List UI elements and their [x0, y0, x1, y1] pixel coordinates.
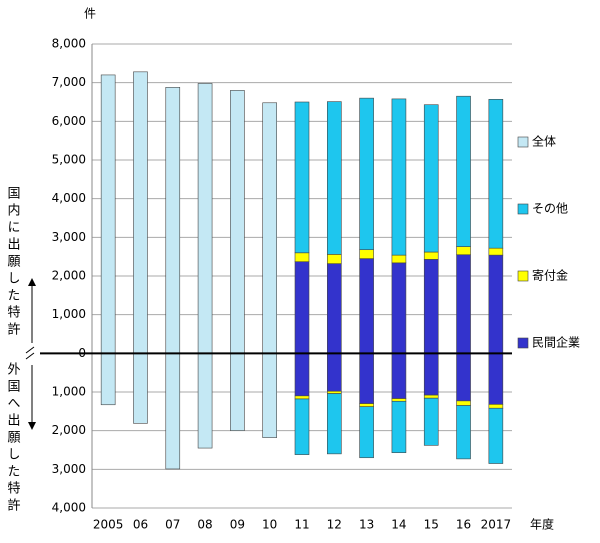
legend-swatch: [517, 136, 529, 148]
legend-label: その他: [532, 202, 568, 216]
y-tick-label: 3,000: [52, 230, 86, 244]
x-tick-label: 14: [391, 518, 406, 532]
bar: [262, 353, 277, 438]
bar: [423, 251, 439, 260]
bar: [456, 254, 471, 354]
bar: [327, 254, 342, 264]
x-axis-label: 年度: [530, 517, 554, 532]
foreign-label: 外国へ出願した特許: [5, 362, 21, 515]
bar: [391, 353, 407, 399]
bar: [327, 393, 342, 455]
bar: [359, 406, 374, 459]
bar: [423, 104, 439, 253]
y-tick-label: 7,000: [52, 75, 86, 89]
bar: [391, 262, 407, 354]
x-tick-label: 09: [230, 518, 245, 532]
x-tick-label: 2005: [93, 518, 124, 532]
bar: [294, 398, 310, 455]
arrow-head: [28, 422, 36, 430]
bar: [488, 254, 504, 354]
bar: [165, 87, 181, 354]
bar: [294, 252, 310, 262]
bar: [327, 390, 342, 394]
bar: [488, 407, 504, 464]
bar: [423, 394, 439, 399]
bar: [359, 353, 374, 404]
bar: [488, 247, 504, 256]
x-tick-label: 2017: [481, 518, 512, 532]
bar: [391, 254, 407, 264]
bar: [294, 395, 310, 400]
bar: [197, 353, 213, 449]
bar: [359, 403, 374, 407]
bar: [456, 400, 471, 406]
y-tick-label: 4,000: [52, 501, 86, 515]
legend-label: 全体: [532, 134, 556, 149]
bar: [230, 353, 245, 431]
bar: [456, 353, 471, 402]
y-tick-label: 3,000: [52, 462, 86, 476]
y-unit: 件: [84, 7, 96, 21]
x-tick-label: 13: [359, 518, 374, 532]
bar: [423, 259, 439, 354]
bar: [423, 397, 439, 446]
legend-label: 寄付金: [532, 268, 568, 283]
bar: [294, 353, 310, 397]
bar: [197, 83, 213, 354]
bar: [262, 102, 277, 354]
y-tick-label: 5,000: [52, 153, 86, 167]
bar: [100, 353, 116, 406]
bar: [488, 353, 504, 405]
bar: [294, 101, 310, 254]
bar: [456, 95, 471, 247]
x-tick-label: 08: [197, 518, 212, 532]
y-tick-label: 8,000: [52, 37, 86, 51]
bar: [391, 400, 407, 454]
bar: [359, 249, 374, 259]
y-tick-label: 2,000: [52, 269, 86, 283]
bar: [133, 353, 148, 424]
bar: [133, 71, 148, 354]
bar: [327, 353, 342, 392]
y-tick-label: 2,000: [52, 423, 86, 437]
x-tick-label: 06: [133, 518, 148, 532]
x-tick-label: 12: [327, 518, 342, 532]
legend-swatch: [517, 270, 529, 282]
bar: [165, 353, 181, 470]
legend-swatch: [517, 337, 529, 349]
axis-break: [25, 346, 35, 360]
bar: [423, 353, 439, 396]
x-tick-label: 15: [424, 518, 439, 532]
bar: [359, 97, 374, 251]
bar: [230, 90, 245, 354]
y-tick-label: 1,000: [52, 307, 86, 321]
bar: [294, 261, 310, 354]
x-tick-label: 16: [456, 518, 471, 532]
y-tick-label: 6,000: [52, 114, 86, 128]
legend-label: 民間企業: [532, 335, 580, 350]
bar: [391, 98, 407, 256]
bar: [456, 405, 471, 460]
bar: [456, 246, 471, 256]
bar: [327, 263, 342, 354]
arrow-head: [28, 278, 36, 286]
bar: [391, 398, 407, 402]
bar: [100, 74, 116, 354]
bar: [359, 258, 374, 354]
legend-swatch: [517, 203, 529, 215]
x-tick-label: 07: [165, 518, 180, 532]
y-tick-label: 1,000: [52, 385, 86, 399]
domestic-label: 国内に出願した特許: [5, 186, 21, 339]
bar: [488, 98, 504, 249]
y-tick-label: 4,000: [52, 191, 86, 205]
bar: [327, 101, 342, 255]
bar: [488, 404, 504, 409]
x-tick-label: 10: [262, 518, 277, 532]
x-tick-label: 11: [294, 518, 309, 532]
